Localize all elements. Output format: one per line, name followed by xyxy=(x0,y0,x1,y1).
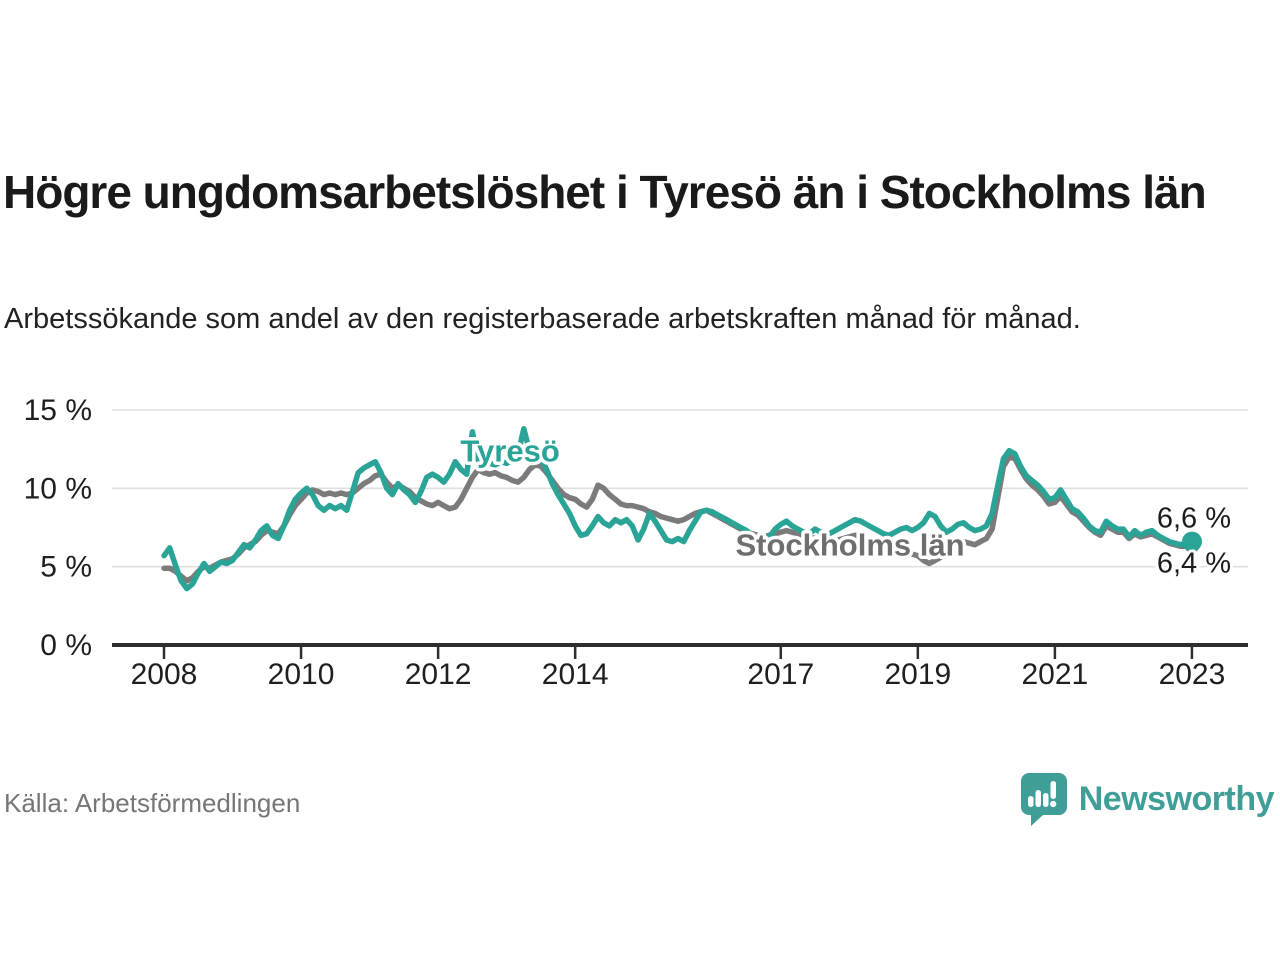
y-axis-label-15: 15 % xyxy=(24,394,92,427)
newsworthy-brand: Newsworthy xyxy=(1019,771,1275,827)
x-axis-label-2014: 2014 xyxy=(542,658,609,691)
y-axis-label-10: 10 % xyxy=(24,472,92,505)
page-title: Högre ungdomsarbetslöshet i Tyresö än i … xyxy=(3,165,1207,218)
series-label-tyreso: Tyresö xyxy=(460,434,559,469)
source-note: Källa: Arbetsförmedlingen xyxy=(4,788,301,818)
x-axis-label-2021: 2021 xyxy=(1022,658,1089,691)
end-value-label-tyreso: 6,6 % xyxy=(1157,503,1231,535)
series-line-tyreso xyxy=(161,426,1195,592)
x-axis-label-2012: 2012 xyxy=(405,658,472,691)
series-line-stockholms-lan xyxy=(161,454,1195,584)
x-axis-label-2008: 2008 xyxy=(131,658,198,691)
end-value-label-stockholms-lan: 6,4 % xyxy=(1157,548,1231,580)
y-axis-label-5: 5 % xyxy=(40,551,92,584)
newsworthy-wordmark: Newsworthy xyxy=(1078,779,1275,818)
x-axis-label-2019: 2019 xyxy=(884,658,951,691)
series-label-stockholms-lan: Stockholms län xyxy=(735,528,964,563)
x-axis-label-2010: 2010 xyxy=(268,658,335,691)
x-axis-label-2023: 2023 xyxy=(1159,658,1226,691)
y-axis-label-0: 0 % xyxy=(40,629,92,662)
series-end-dot-tyreso xyxy=(1182,531,1202,552)
page-subtitle: Arbetssökande som andel av den registerb… xyxy=(4,303,1081,335)
newsworthy-logo-icon xyxy=(1020,773,1067,826)
x-axis-label-2017: 2017 xyxy=(747,658,814,691)
